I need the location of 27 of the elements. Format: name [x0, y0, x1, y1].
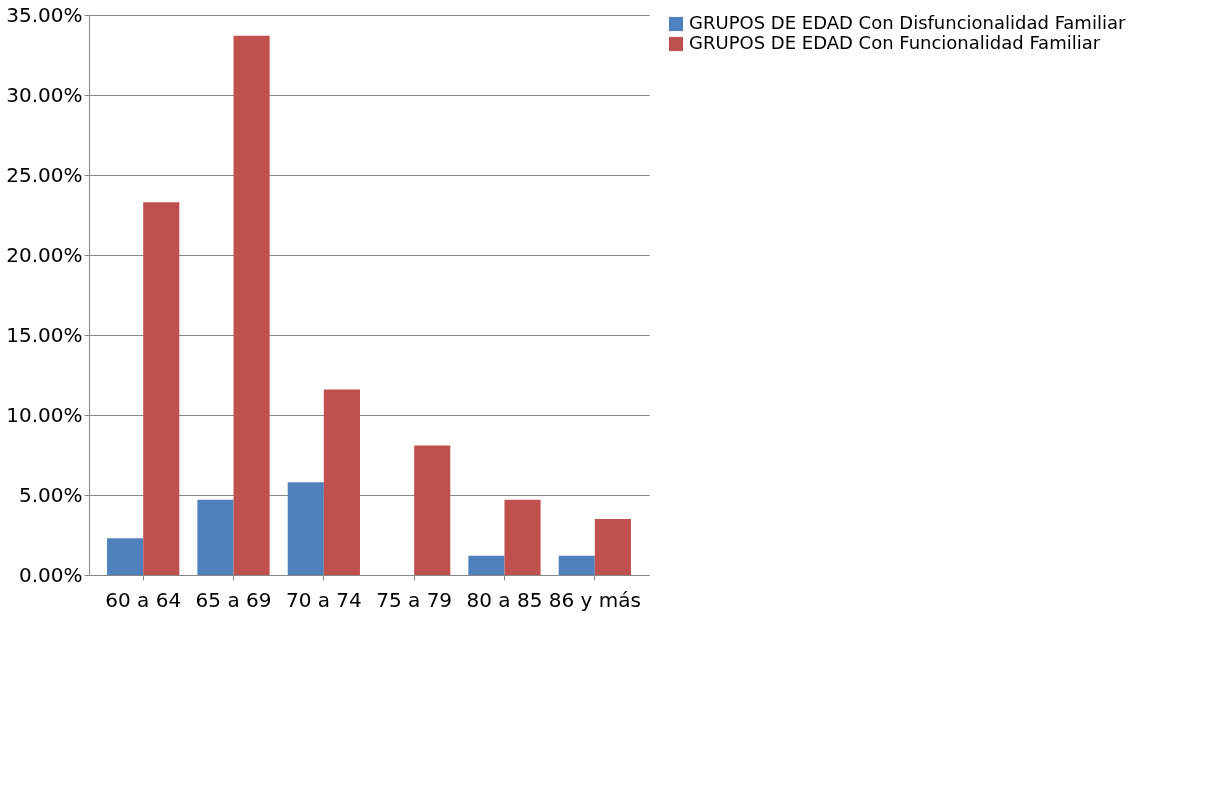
y-tick-label: 35.00%: [6, 2, 83, 27]
x-tick-label: 70 a 74: [285, 587, 362, 612]
y-tick-label: 30.00%: [6, 82, 83, 107]
x-tick-label: 60 a 64: [105, 587, 182, 612]
y-tick-label: 10.00%: [6, 402, 83, 427]
y-tick-label: 25.00%: [6, 162, 83, 187]
bar: [414, 445, 451, 575]
bar: [323, 389, 360, 575]
legend-label: GRUPOS DE EDAD Con Disfuncionalidad Familiar: [689, 12, 1126, 33]
y-tick-label: 0.00%: [18, 562, 83, 587]
y-tick-label: 15.00%: [6, 322, 83, 347]
bar: [233, 35, 270, 575]
y-tick-label: 20.00%: [6, 242, 83, 267]
bar: [287, 482, 324, 575]
x-tick-label: 86 y más: [548, 587, 641, 612]
x-tick-label: 65 a 69: [195, 587, 272, 612]
bar: [197, 499, 234, 575]
x-tick-label: 80 a 85: [466, 587, 543, 612]
bar: [594, 519, 631, 575]
bar: [558, 555, 595, 575]
bar: [107, 538, 144, 575]
x-tick-label: 75 a 79: [376, 587, 453, 612]
bar: [143, 202, 180, 575]
y-tick-label: 5.00%: [18, 482, 83, 507]
bar: [468, 555, 505, 575]
bar: [504, 499, 541, 575]
legend-label: GRUPOS DE EDAD Con Funcionalidad Familiar: [689, 32, 1101, 53]
